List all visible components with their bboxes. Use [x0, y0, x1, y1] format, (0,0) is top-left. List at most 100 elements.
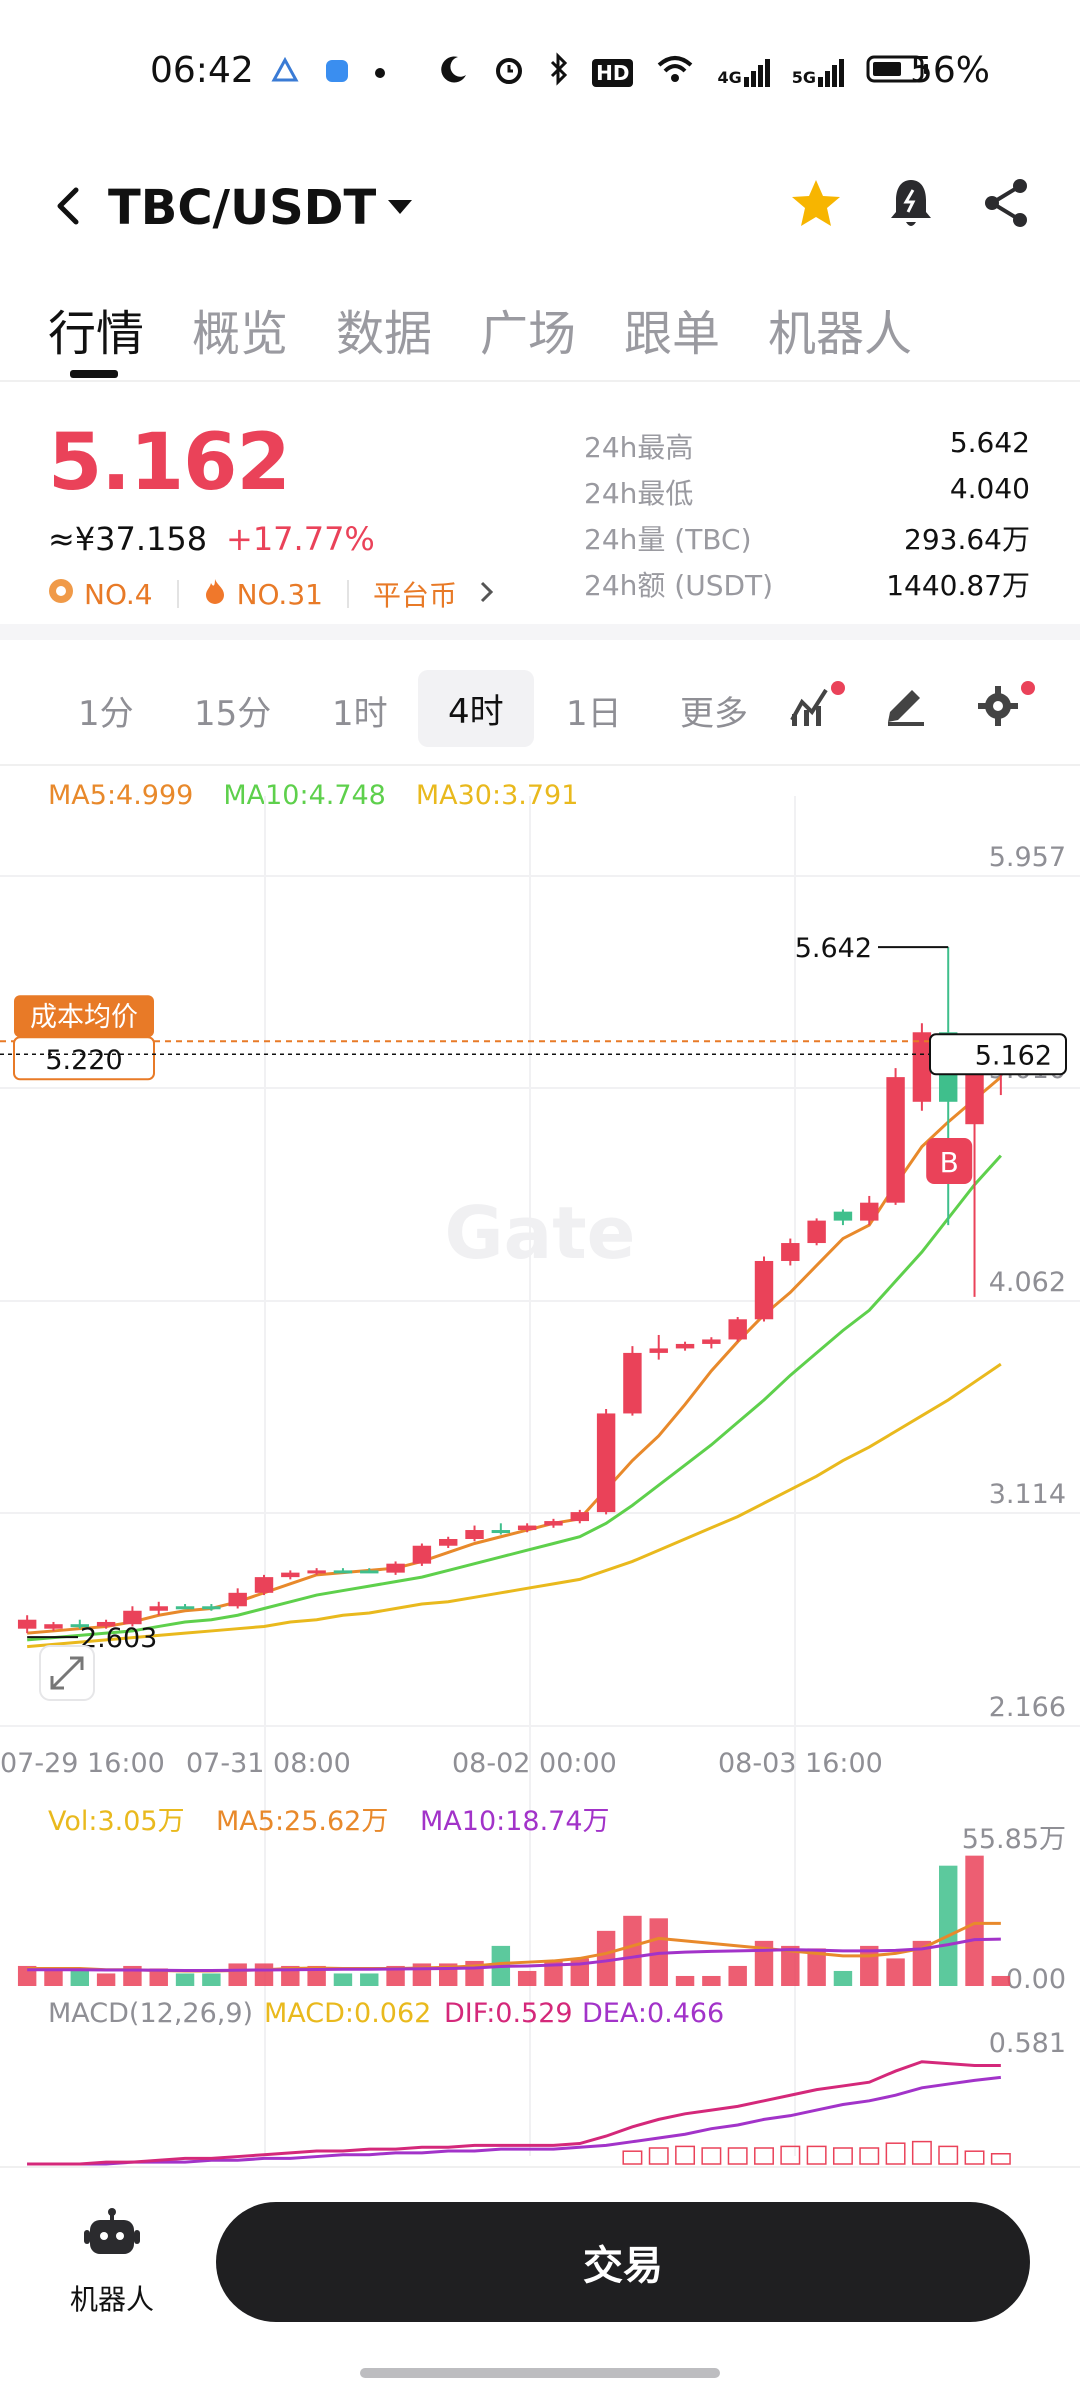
- tab-square[interactable]: 广场: [480, 306, 577, 362]
- tag-divider: [346, 580, 349, 608]
- candle-body: [96, 1621, 116, 1627]
- pair-title[interactable]: TBC/USDT: [108, 180, 377, 236]
- share-icon[interactable]: [980, 176, 1034, 234]
- rank-tag[interactable]: NO.4: [48, 578, 153, 611]
- candle-body: [175, 1606, 195, 1610]
- time-axis-label: 08-02 00:00: [452, 1748, 617, 1779]
- volume-bar: [386, 1965, 405, 1986]
- volume-bar: [965, 1855, 984, 1986]
- volume-ma10-legend: MA10:18.74万: [420, 1806, 610, 1837]
- candle-body: [123, 1610, 142, 1625]
- tab-overview[interactable]: 概览: [192, 306, 289, 362]
- favorite-star-icon[interactable]: [788, 176, 844, 236]
- candle-body: [544, 1521, 563, 1526]
- volume-bar: [96, 1973, 116, 1986]
- dif-line: [27, 2060, 1001, 2166]
- hot-tag[interactable]: NO.31: [203, 577, 323, 612]
- notification-icons: [270, 56, 386, 90]
- kline-chart[interactable]: MA5:4.999 MA10:4.748 MA30:3.791 Gate 5.95…: [0, 766, 1080, 2166]
- volume-axis-label: 0.00: [1006, 1964, 1066, 1995]
- volume-bar: [175, 1973, 195, 1986]
- ma10-line: [27, 1154, 1002, 1642]
- macd-histogram-bar: [911, 2140, 932, 2165]
- interval-1d[interactable]: 1日: [566, 694, 622, 734]
- candle-body: [623, 1352, 642, 1414]
- macd-histogram-bar: [964, 2150, 985, 2165]
- macd-axis-label: 0.581: [989, 2028, 1066, 2059]
- macd-histogram-bar: [859, 2147, 880, 2165]
- tab-copy-trading[interactable]: 跟单: [624, 306, 721, 362]
- ma5-legend: MA5:4.999: [48, 780, 194, 811]
- candle-body: [728, 1319, 747, 1340]
- trade-button[interactable]: 交易: [216, 2202, 1030, 2322]
- stat-value: 4.040: [949, 472, 1030, 505]
- gate-watermark: Gate: [445, 1191, 636, 1275]
- interval-15m[interactable]: 15分: [194, 694, 272, 734]
- expand-chart-icon[interactable]: [39, 1645, 95, 1701]
- app-header: TBC/USDT: [0, 140, 1080, 270]
- indicator-icon[interactable]: [788, 680, 848, 734]
- volume-legend: Vol:3.05万: [48, 1806, 185, 1837]
- candle-body: [965, 1063, 984, 1125]
- status-bar: 06:42 HD 4G 5G: [0, 0, 1080, 140]
- last-price: 5.162: [48, 418, 291, 508]
- ma5-line: [27, 1075, 1002, 1635]
- stat-label: 24h最高: [584, 431, 694, 464]
- stat-value: 1440.87万: [886, 569, 1030, 602]
- interval-4h[interactable]: 4时: [418, 670, 534, 747]
- volume-bar: [228, 1963, 247, 1986]
- home-indicator[interactable]: [360, 2368, 720, 2378]
- interval-1m[interactable]: 1分: [78, 694, 134, 734]
- macd-histogram-bar: [832, 2147, 853, 2165]
- tab-market[interactable]: 行情: [48, 306, 145, 362]
- tab-data[interactable]: 数据: [336, 306, 433, 362]
- robot-icon: [82, 2208, 142, 2268]
- pair-dropdown-icon[interactable]: [386, 196, 414, 220]
- interval-1h[interactable]: 1时: [332, 694, 388, 734]
- stat-row: 24h最低 4.040: [584, 472, 1030, 518]
- drawing-pen-icon[interactable]: [882, 680, 928, 730]
- main-tabs: 行情 概览 数据 广场 跟单 机器人: [0, 270, 1080, 382]
- kline-svg: Gate5.9575.0104.0623.1142.1665.6422.603B…: [0, 796, 1080, 2166]
- macd-histogram-bar: [675, 2145, 696, 2165]
- battery-icon: [866, 53, 930, 93]
- candle-body: [465, 1530, 484, 1540]
- chart-settings-gear-icon[interactable]: [976, 680, 1036, 734]
- back-icon[interactable]: [48, 176, 88, 236]
- price-alert-bell-icon[interactable]: [886, 174, 936, 238]
- current-price-tag: [929, 1033, 1067, 1076]
- candle-body: [702, 1339, 721, 1344]
- stat-row: 24h额 (USDT) 1440.87万: [584, 564, 1030, 610]
- macd-histogram-bar: [648, 2147, 669, 2165]
- high-marker-label: 5.642: [795, 933, 872, 964]
- candle-body: [491, 1530, 511, 1534]
- time-axis-label: 07-31 08:00: [186, 1748, 351, 1779]
- volume-bar: [596, 1930, 616, 1986]
- category-tag[interactable]: 平台币: [373, 574, 495, 614]
- macd-histogram-bar: [754, 2147, 774, 2165]
- ma30-legend: MA30:3.791: [415, 780, 579, 811]
- hd-icon: HD: [592, 59, 634, 87]
- volume-bar: [912, 1940, 932, 1986]
- stats-24h: 24h最高 5.642 24h最低 4.040 24h量 (TBC) 293.6…: [584, 426, 1030, 610]
- candle-body: [570, 1512, 589, 1522]
- candle-body: [228, 1592, 247, 1607]
- app-notification-icon: [270, 56, 300, 90]
- rank-circle-icon: [48, 578, 74, 611]
- bottom-bar: 机器人 交易: [0, 2166, 1080, 2400]
- robot-button[interactable]: 机器人: [56, 2208, 168, 2318]
- volume-bar: [702, 1975, 721, 1986]
- tab-bots[interactable]: 机器人: [768, 306, 913, 362]
- volume-bar: [728, 1965, 747, 1986]
- volume-bar: [333, 1973, 353, 1986]
- macd-legend-macd: MACD:0.062: [264, 1998, 431, 2029]
- macd-legend-dif: DIF:0.529: [444, 1998, 573, 2029]
- bluetooth-icon: [548, 52, 570, 94]
- candle-body: [386, 1563, 405, 1573]
- interval-more[interactable]: 更多: [680, 694, 748, 734]
- macd-histogram-bar: [806, 2145, 827, 2165]
- battery-percent: 56%: [909, 50, 990, 91]
- category-tag-label: 平台币: [372, 579, 457, 612]
- volume-bar: [833, 1970, 853, 1986]
- volume-bar: [991, 1975, 1011, 1986]
